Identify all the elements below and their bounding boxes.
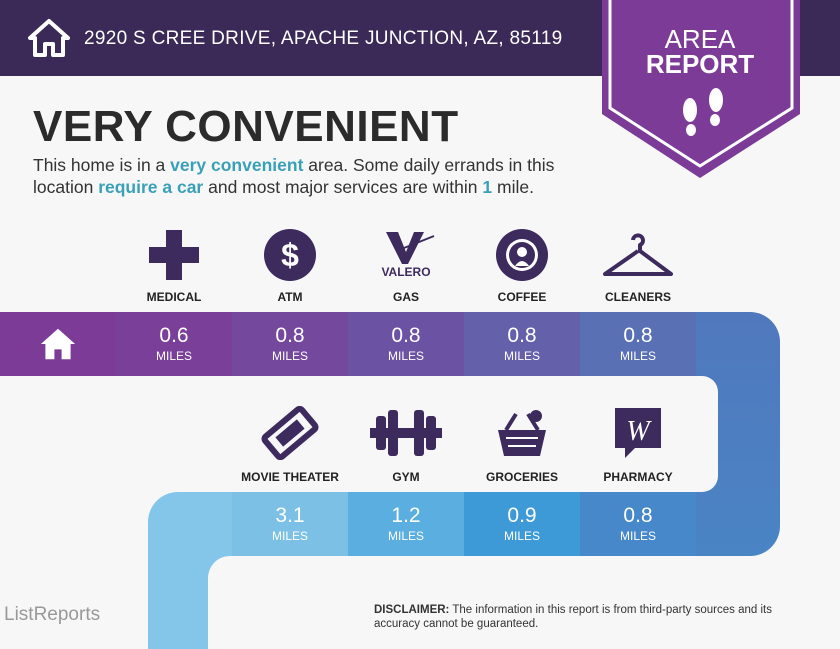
distance-value: 0.8: [623, 504, 653, 527]
home-cell: [0, 312, 116, 376]
home-icon: [28, 19, 70, 57]
svg-text:W: W: [626, 416, 652, 447]
distance-value: 0.6: [159, 324, 189, 347]
footprints-icon: [683, 88, 723, 136]
distance-value: 0.9: [507, 504, 537, 527]
listreports-logo: ListReports: [4, 604, 101, 625]
svg-text:$: $: [281, 237, 299, 273]
dollar-icon: $: [232, 228, 348, 282]
distance-cell: 0.8 MILES: [580, 312, 696, 376]
distance-value: 0.8: [507, 324, 537, 347]
amenity-label: GROCERIES: [485, 470, 558, 484]
hanger-icon: [580, 228, 696, 282]
distance-cell: 0.8 MILES: [232, 312, 348, 376]
amenity-label: GAS: [392, 290, 419, 304]
amenity-label: GYM: [392, 470, 420, 484]
distance-unit: MILES: [503, 349, 540, 363]
area-report-badge: AREA REPORT: [602, 0, 800, 178]
basket-icon: [464, 406, 580, 460]
amenity-label: CLEANERS: [604, 290, 671, 304]
walgreens-logo-icon: W: [580, 406, 696, 460]
ticket-icon: [232, 406, 348, 460]
amenity-label: MEDICAL: [146, 290, 202, 304]
distance-cell: 0.6 MILES: [116, 312, 232, 376]
distance-unit: MILES: [387, 349, 424, 363]
medical-cross-icon: [116, 228, 232, 282]
address: 2920 S CREE DRIVE, APACHE JUNCTION, AZ, …: [84, 28, 563, 49]
distance-value: 1.2: [391, 504, 421, 527]
page-title: VERY CONVENIENT: [33, 102, 459, 151]
distance-cell: 0.8 MILES: [348, 312, 464, 376]
badge-line2: REPORT: [646, 49, 754, 79]
amenity-label: MOVIE THEATER: [241, 470, 339, 484]
badge-line1: AREA: [665, 24, 736, 54]
valero-logo-icon: VALERO: [348, 228, 464, 282]
distance-unit: MILES: [271, 529, 308, 543]
starbucks-logo-icon: [464, 228, 580, 282]
home-icon: [40, 328, 76, 360]
disclaimer: DISCLAIMER: The information in this repo…: [374, 604, 772, 630]
distance-unit: MILES: [387, 529, 424, 543]
distance-value: 3.1: [275, 504, 305, 527]
distance-unit: MILES: [619, 529, 656, 543]
distance-value: 0.8: [391, 324, 421, 347]
distance-cell: 0.8 MILES: [464, 312, 580, 376]
description: This home is in a very convenient area. …: [33, 155, 555, 197]
distance-cell: 0.9 MILES: [464, 492, 580, 556]
svg-text:VALERO: VALERO: [381, 265, 430, 279]
dumbbell-icon: [348, 406, 464, 460]
amenity-label: ATM: [277, 290, 303, 304]
distance-unit: MILES: [155, 349, 192, 363]
distance-cell: 1.2 MILES: [348, 492, 464, 556]
distance-unit: MILES: [619, 349, 656, 363]
distance-unit: MILES: [503, 529, 540, 543]
amenity-label: COFFEE: [497, 290, 547, 304]
distance-value: 0.8: [623, 324, 653, 347]
amenity-label: PHARMACY: [603, 470, 673, 484]
distance-unit: MILES: [271, 349, 308, 363]
distance-cell: 3.1 MILES: [232, 492, 348, 556]
distance-cell: 0.8 MILES: [580, 492, 696, 556]
distance-value: 0.8: [275, 324, 305, 347]
